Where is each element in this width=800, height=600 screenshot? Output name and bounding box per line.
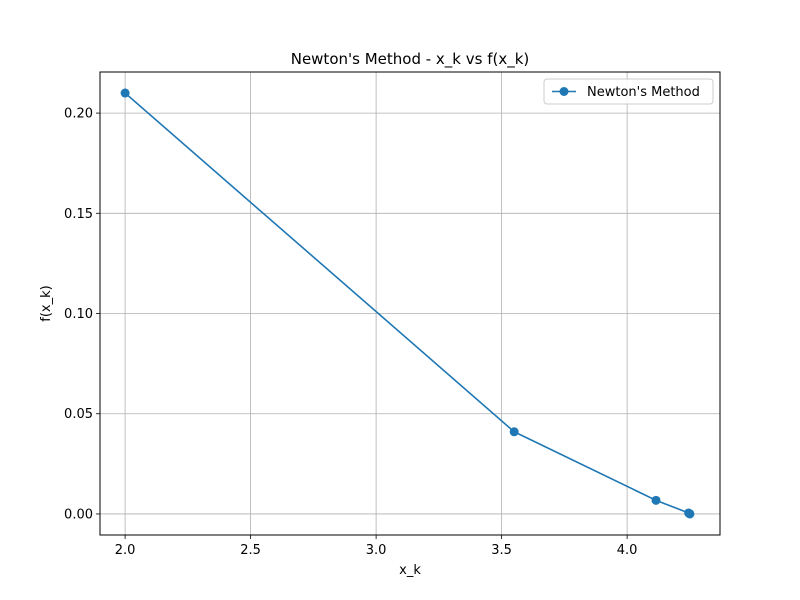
x-tick-label: 3.0 <box>366 543 387 558</box>
ticks: 2.0 2.5 3.0 3.5 4.0 0.00 0.05 0.10 0.15 0.20 <box>64 107 637 558</box>
x-tick-label: 2.5 <box>240 543 261 558</box>
x-tick-label: 4.0 <box>617 543 638 558</box>
legend-label: Newton's Method <box>587 85 700 100</box>
data-point <box>651 495 661 505</box>
y-tick-label: 0.20 <box>64 107 93 122</box>
x-axis-label: x_k <box>399 563 421 578</box>
y-axis-label: f(x_k) <box>39 285 54 321</box>
y-tick-label: 0.10 <box>64 307 93 322</box>
x-tick-label: 2.0 <box>115 543 136 558</box>
x-tick-label: 3.5 <box>491 543 512 558</box>
grid <box>100 72 720 535</box>
data-point <box>509 427 519 437</box>
legend-marker <box>559 87 569 96</box>
legend-box <box>543 78 714 105</box>
y-tick-label: 0.15 <box>64 207 93 222</box>
data-point <box>685 509 695 519</box>
chart-title: Newton's Method - x_k vs f(x_k) <box>291 50 530 69</box>
legend: Newton's Method <box>543 78 714 105</box>
plot-frame <box>99 71 721 536</box>
y-tick-label: 0.00 <box>64 507 93 522</box>
data-point <box>120 88 130 98</box>
y-tick-label: 0.05 <box>64 407 93 422</box>
series-layer <box>120 88 695 519</box>
